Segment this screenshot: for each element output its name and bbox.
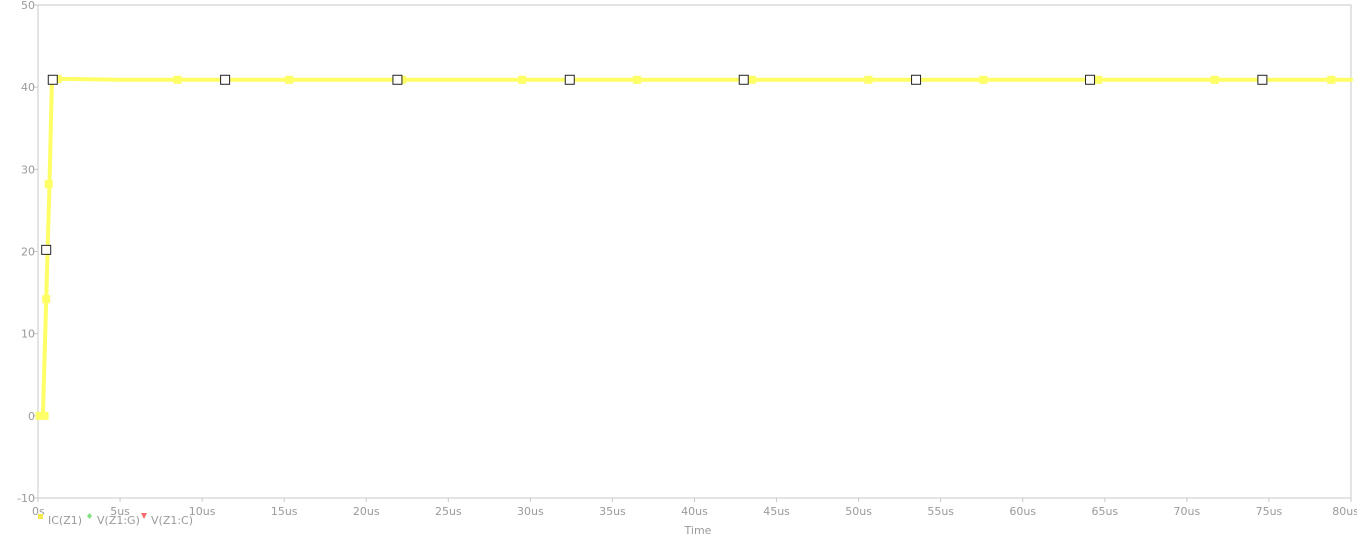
y-tick-label: -10	[17, 492, 35, 505]
hollow-square-marker	[41, 244, 52, 255]
y-tick-label: 40	[21, 81, 35, 94]
filled-square-marker	[1094, 75, 1103, 84]
x-tick-label: 25us	[435, 505, 462, 518]
hollow-square-marker	[220, 74, 231, 85]
x-axis-title: Time	[684, 524, 712, 535]
marker-layer	[35, 74, 1336, 420]
filled-square-marker	[633, 75, 642, 84]
hollow-square-marker	[392, 74, 403, 85]
legend-label: IC(Z1)	[48, 514, 82, 527]
filled-square-marker	[42, 295, 51, 304]
hollow-square-marker	[1085, 74, 1096, 85]
hollow-square-marker	[47, 74, 58, 85]
legend-label: V(Z1:G)	[97, 514, 140, 527]
legend-square-marker	[38, 514, 43, 519]
filled-square-marker	[44, 180, 53, 189]
x-tick-label: 10us	[189, 505, 216, 518]
x-tick-label: 65us	[1091, 505, 1118, 518]
filled-square-marker	[35, 411, 44, 420]
x-tick-label: 50us	[845, 505, 872, 518]
filled-square-marker	[173, 75, 182, 84]
y-tick-label: 50	[21, 0, 35, 12]
x-tick-label: 80us	[1332, 505, 1357, 518]
x-tick-label: 45us	[763, 505, 790, 518]
filled-square-marker	[1327, 75, 1336, 84]
filled-square-marker	[518, 75, 527, 84]
hollow-square-marker	[738, 74, 749, 85]
hollow-square-marker	[564, 74, 575, 85]
filled-square-marker	[1210, 75, 1219, 84]
legend-label: V(Z1:C)	[151, 514, 193, 527]
x-tick-label: 30us	[517, 505, 544, 518]
y-tick-label: 20	[21, 246, 35, 259]
hollow-square-marker	[911, 74, 922, 85]
y-tick-label: 10	[21, 328, 35, 341]
legend-triangle-marker	[141, 513, 147, 519]
filled-square-marker	[979, 75, 988, 84]
filled-square-marker	[864, 75, 873, 84]
x-tick-label: 35us	[599, 505, 626, 518]
y-tick-label: 0	[28, 410, 35, 423]
x-tick-label: 20us	[353, 505, 380, 518]
x-tick-label: 70us	[1174, 505, 1201, 518]
x-tick-label: 5us	[110, 505, 130, 518]
x-axis-ticks: 0s 5us 10us 15us 20us 25us 30us 35us 40us 45us 50u…	[32, 498, 1357, 518]
x-tick-label: 60us	[1009, 505, 1036, 518]
legend-diamond-marker	[87, 513, 92, 519]
y-axis-ticks: -10 0 10 20 30 40 50	[17, 0, 38, 505]
hollow-square-marker	[1257, 74, 1268, 85]
filled-square-marker	[285, 75, 294, 84]
y-tick-label: 30	[21, 163, 35, 176]
x-tick-label: 40us	[681, 505, 708, 518]
legend: IC(Z1) V(Z1:G) V(Z1:C)	[38, 513, 193, 527]
x-tick-label: 75us	[1256, 505, 1283, 518]
plot-frame	[37, 4, 1352, 499]
filled-square-marker	[40, 411, 49, 420]
x-tick-label: 55us	[927, 505, 954, 518]
x-tick-label: 15us	[271, 505, 298, 518]
filled-square-marker	[747, 75, 756, 84]
